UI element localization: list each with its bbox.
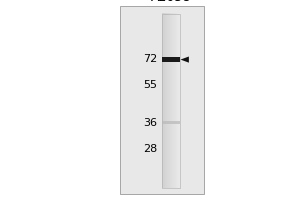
Text: 55: 55 [143,80,157,90]
Bar [162,14,181,188]
Text: 36: 36 [143,118,157,128]
Polygon shape [181,57,189,63]
Text: 72: 72 [143,54,157,64]
Bar [162,57,181,62]
Bar [120,6,204,194]
Text: A2058: A2058 [151,0,191,4]
Text: 28: 28 [143,144,157,154]
Bar [162,121,181,124]
